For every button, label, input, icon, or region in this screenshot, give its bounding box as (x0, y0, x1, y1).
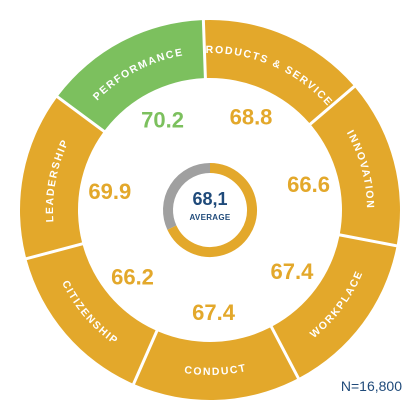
average-gauge-fill (167, 163, 257, 257)
segment-innovation (311, 87, 400, 245)
ring-segments: PRODUCTS & SERVICESINNOVATIONWORKPLACECO… (20, 20, 400, 401)
segment-workplace (272, 236, 397, 378)
segment-products-and-services (204, 20, 354, 124)
average-label: AVERAGE (189, 213, 230, 222)
sample-size: N=16,800 (340, 378, 402, 394)
score-performance: 70.2 (141, 108, 184, 133)
average-gauge: 68,1 AVERAGE (163, 163, 257, 257)
segment-conduct (134, 327, 298, 401)
segment-label-conduct: CONDUCT (184, 362, 248, 378)
score-workplace: 67.4 (271, 259, 315, 284)
score-products-and-services: 68.8 (230, 105, 273, 130)
segment-citizenship (26, 245, 156, 384)
score-citizenship: 66.2 (111, 264, 154, 289)
average-value: 68,1 (192, 189, 227, 209)
segment-scores: 68.8 66.6 67.4 67.4 66.2 69.9 70.2 (88, 105, 330, 325)
score-leadership: 69.9 (88, 179, 131, 204)
score-conduct: 67.4 (192, 300, 236, 325)
average-gauge-track (163, 163, 211, 230)
segment-performance (58, 20, 204, 131)
score-innovation: 66.6 (287, 172, 330, 197)
segment-leadership (20, 98, 104, 258)
